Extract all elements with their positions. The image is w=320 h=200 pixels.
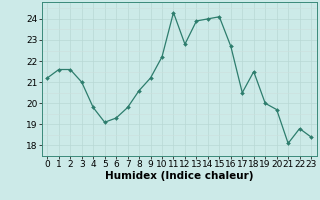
X-axis label: Humidex (Indice chaleur): Humidex (Indice chaleur) xyxy=(105,171,253,181)
